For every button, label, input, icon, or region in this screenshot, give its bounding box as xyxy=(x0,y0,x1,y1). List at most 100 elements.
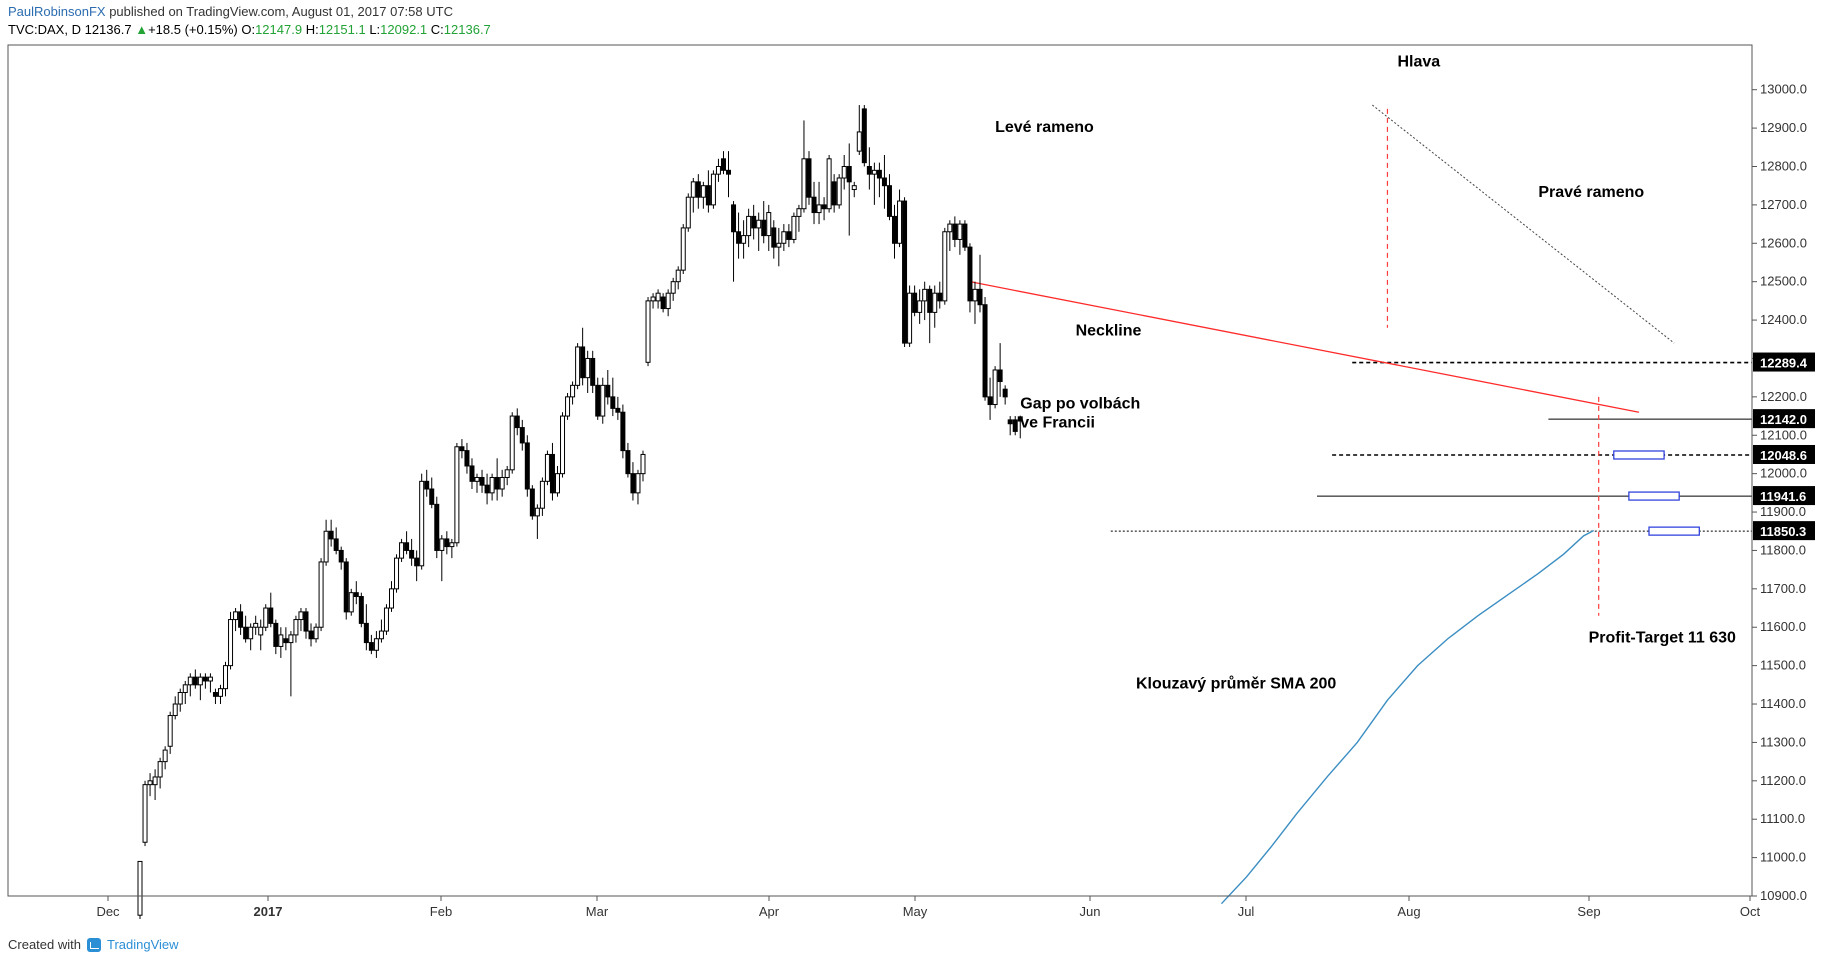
y-tick-label: 11000.0 xyxy=(1760,850,1806,865)
candle xyxy=(937,281,943,309)
y-axis[interactable]: 10900.0 11000.0 11100.0 11200.0 11300.0 11400… xyxy=(1751,45,1815,903)
candle-body-down xyxy=(353,592,359,598)
candle xyxy=(826,154,832,213)
candle xyxy=(212,688,218,705)
candle xyxy=(303,608,309,639)
candle xyxy=(907,285,913,347)
price-level-tag-label: 11850.3 xyxy=(1760,524,1806,539)
chart-annotations: Hlava Levé rameno Pravé rameno Neckline Gap … xyxy=(995,54,1736,693)
candle xyxy=(751,204,757,240)
candle-body-up xyxy=(177,692,183,705)
candle-body-down xyxy=(731,204,737,233)
price-level-tag-bg xyxy=(1753,352,1815,372)
annotation-label: Profit-Target 11 630 xyxy=(1589,630,1736,647)
candle xyxy=(801,120,807,213)
candle xyxy=(871,162,877,205)
candle xyxy=(293,615,299,643)
price-level-tag: 11941.6 xyxy=(1753,486,1815,506)
candle-body-down xyxy=(479,476,485,486)
candle-body-up xyxy=(851,185,857,191)
y-tick-label: 12800.0 xyxy=(1760,158,1807,173)
candle-body-down xyxy=(705,185,711,206)
candle-body-up xyxy=(142,784,148,843)
y-tick-label: 12200.0 xyxy=(1760,389,1807,404)
candle-body-up xyxy=(288,634,294,644)
candle-body-up xyxy=(801,158,807,210)
candle xyxy=(705,170,711,213)
candle-body-down xyxy=(363,622,369,644)
candle-body-down xyxy=(892,215,897,244)
candle-body-up xyxy=(947,223,953,233)
candle xyxy=(786,224,792,248)
candle xyxy=(635,469,641,505)
price-level-tag: 12289.4 xyxy=(1753,352,1815,372)
candle-body-down xyxy=(549,453,555,494)
candle-body-up xyxy=(680,227,686,271)
candle xyxy=(987,377,993,420)
candle-body-up xyxy=(293,619,299,636)
candle-body-up xyxy=(474,476,480,482)
candle xyxy=(549,442,555,501)
candle-body-down xyxy=(846,165,852,183)
candle-body-down xyxy=(484,484,490,494)
plot-area[interactable] xyxy=(7,44,1753,897)
candle xyxy=(489,473,495,501)
candle-body-down xyxy=(429,488,435,505)
candle-body-up xyxy=(841,165,847,179)
candle xyxy=(348,588,354,616)
candle-body-down xyxy=(308,630,314,640)
candle-body-up xyxy=(655,292,661,302)
candle xyxy=(791,212,797,244)
candle xyxy=(781,224,787,251)
candle-body-up xyxy=(389,588,394,609)
candle-body-up xyxy=(776,242,782,248)
candle-body-down xyxy=(202,676,208,682)
candle-body-up xyxy=(278,634,284,647)
candle-body-up xyxy=(228,619,234,667)
candle xyxy=(630,462,636,501)
candle-body-up xyxy=(766,212,772,237)
candle-body-up xyxy=(137,860,143,916)
high-label: H: xyxy=(305,22,319,37)
x-axis[interactable]: Dec 2017 Feb Mar Apr May Jun Jul Aug Sep Oct xyxy=(8,895,1760,919)
candle xyxy=(831,174,837,213)
candle xyxy=(192,669,198,689)
candle xyxy=(228,611,234,670)
annotation-label: Hlava xyxy=(1398,54,1441,71)
candle-body-up xyxy=(313,626,319,640)
candle-body-up xyxy=(253,622,259,628)
x-tick-label: Jul xyxy=(1238,904,1255,919)
candle-body-down xyxy=(811,196,817,214)
candle xyxy=(313,623,319,643)
candle xyxy=(182,680,188,705)
candle-body-up xyxy=(539,480,545,509)
author-link[interactable]: PaulRobinsonFX xyxy=(8,4,106,19)
candle xyxy=(248,623,254,651)
candle-body-up xyxy=(439,538,445,551)
candle-body-down xyxy=(1012,419,1018,432)
candle xyxy=(318,558,324,632)
candle-body-down xyxy=(886,185,892,217)
candle-body-up xyxy=(504,469,510,478)
candle xyxy=(806,151,812,205)
candle-body-down xyxy=(831,181,837,206)
candle-body-up xyxy=(454,446,460,544)
price-level-tag: 11850.3 xyxy=(1753,521,1815,541)
tradingview-link[interactable]: TradingView xyxy=(106,937,179,952)
sma-200-path xyxy=(1220,529,1594,905)
low-value: 12092.1 xyxy=(380,22,428,37)
candle xyxy=(454,442,460,547)
candle xyxy=(509,412,515,474)
candle-body-up xyxy=(585,357,591,379)
candle-body-down xyxy=(529,488,535,517)
candle xyxy=(499,469,505,497)
candle xyxy=(947,220,953,251)
candle xyxy=(897,189,903,248)
candle-body-down xyxy=(806,158,812,198)
candle xyxy=(394,554,400,593)
candle-body-up xyxy=(449,542,455,548)
candle xyxy=(932,285,938,328)
candle xyxy=(967,243,973,313)
footer: Created with TradingView xyxy=(8,937,179,952)
